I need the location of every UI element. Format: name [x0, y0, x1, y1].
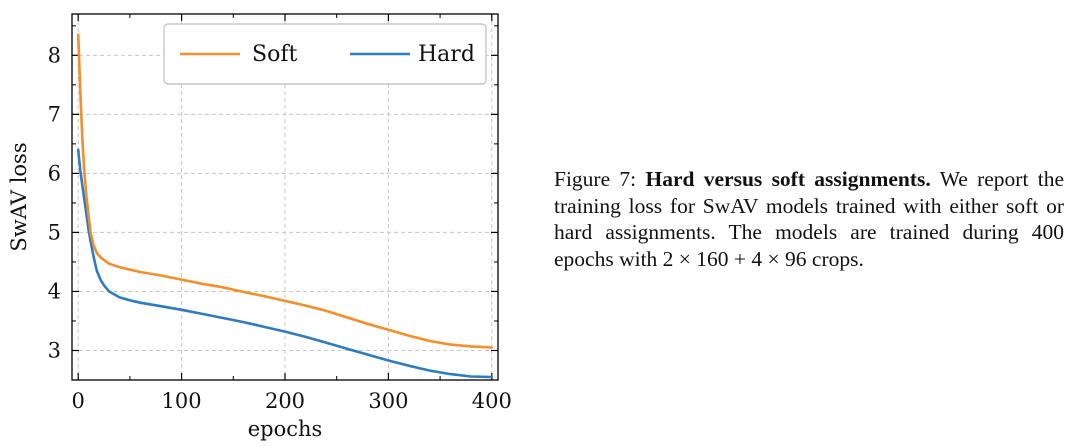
- y-tick-label: 3: [48, 338, 61, 362]
- legend-label-soft: Soft: [252, 42, 297, 67]
- y-axis-label: SwAV loss: [7, 142, 31, 251]
- legend: Soft Hard: [163, 23, 487, 85]
- legend-label-hard: Hard: [418, 42, 475, 67]
- plot-frame: [71, 13, 499, 381]
- series-line-hard: [76, 148, 494, 379]
- grid-lines: [72, 14, 498, 380]
- caption-body: We report the training loss for SwAV mod…: [554, 167, 1065, 271]
- x-tick-label: 400: [472, 389, 512, 413]
- y-tick-label: 8: [48, 43, 61, 67]
- caption-prefix: Figure 7:: [554, 167, 646, 191]
- caption-title: Hard versus soft assignments.: [645, 167, 931, 191]
- y-tick-label: 5: [48, 220, 61, 244]
- y-tick-label: 7: [48, 102, 61, 126]
- series-lines: [76, 33, 494, 379]
- x-tick-label: 200: [265, 389, 305, 413]
- axis-ticks: 0 100 200 300 400 3 4 5 6 7 8: [48, 14, 512, 413]
- x-tick-label: 300: [368, 389, 408, 413]
- x-tick-label: 0: [72, 389, 85, 413]
- figure-caption: Figure 7: Hard versus soft assignments. …: [554, 166, 1064, 272]
- x-axis-label: epochs: [248, 417, 323, 441]
- loss-chart: 0 100 200 300 400 3 4 5 6 7 8 Soft Hard epochs SwAV…: [7, 13, 512, 441]
- y-tick-label: 6: [48, 161, 61, 185]
- x-tick-label: 100: [162, 389, 202, 413]
- y-tick-label: 4: [48, 279, 61, 303]
- series-line-soft: [76, 33, 494, 349]
- legend-box: [163, 23, 487, 85]
